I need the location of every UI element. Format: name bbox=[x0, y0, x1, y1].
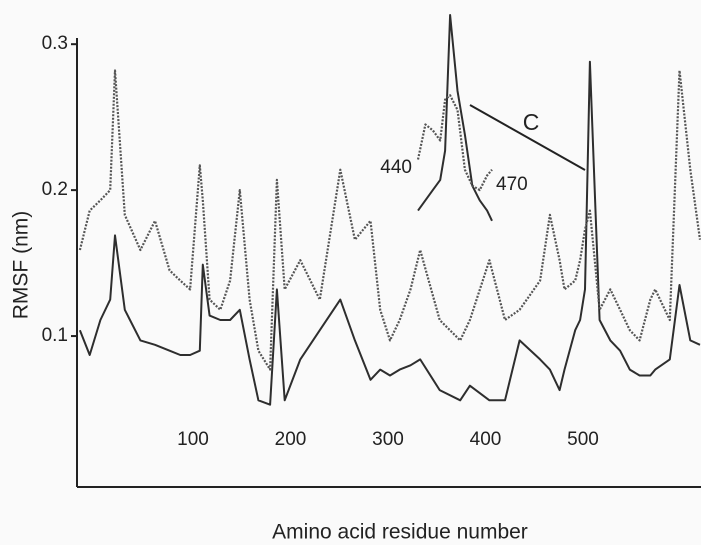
annotation-line bbox=[469, 104, 586, 171]
annotation: C bbox=[523, 109, 540, 135]
y-tick-label: 0.2 bbox=[42, 179, 68, 200]
x-tick-label: 500 bbox=[567, 429, 599, 450]
data-line bbox=[417, 14, 493, 222]
x-tick-label: 300 bbox=[372, 429, 404, 450]
x-axis-label: Amino acid residue number bbox=[272, 521, 528, 544]
inset-tick-label: 470 bbox=[496, 174, 528, 195]
y-axis-label: RMSF (nm) bbox=[10, 211, 33, 320]
x-tick-label: 200 bbox=[275, 429, 307, 450]
x-tick-label: 400 bbox=[470, 429, 502, 450]
data-line bbox=[78, 69, 701, 371]
inset-tick-label: 440 bbox=[380, 157, 412, 178]
y-tick-label: 0.3 bbox=[42, 33, 68, 54]
y-tick-label: 0.1 bbox=[42, 325, 68, 346]
data-line bbox=[78, 60, 701, 406]
x-tick-label: 100 bbox=[177, 429, 209, 450]
data-line bbox=[416, 94, 493, 192]
